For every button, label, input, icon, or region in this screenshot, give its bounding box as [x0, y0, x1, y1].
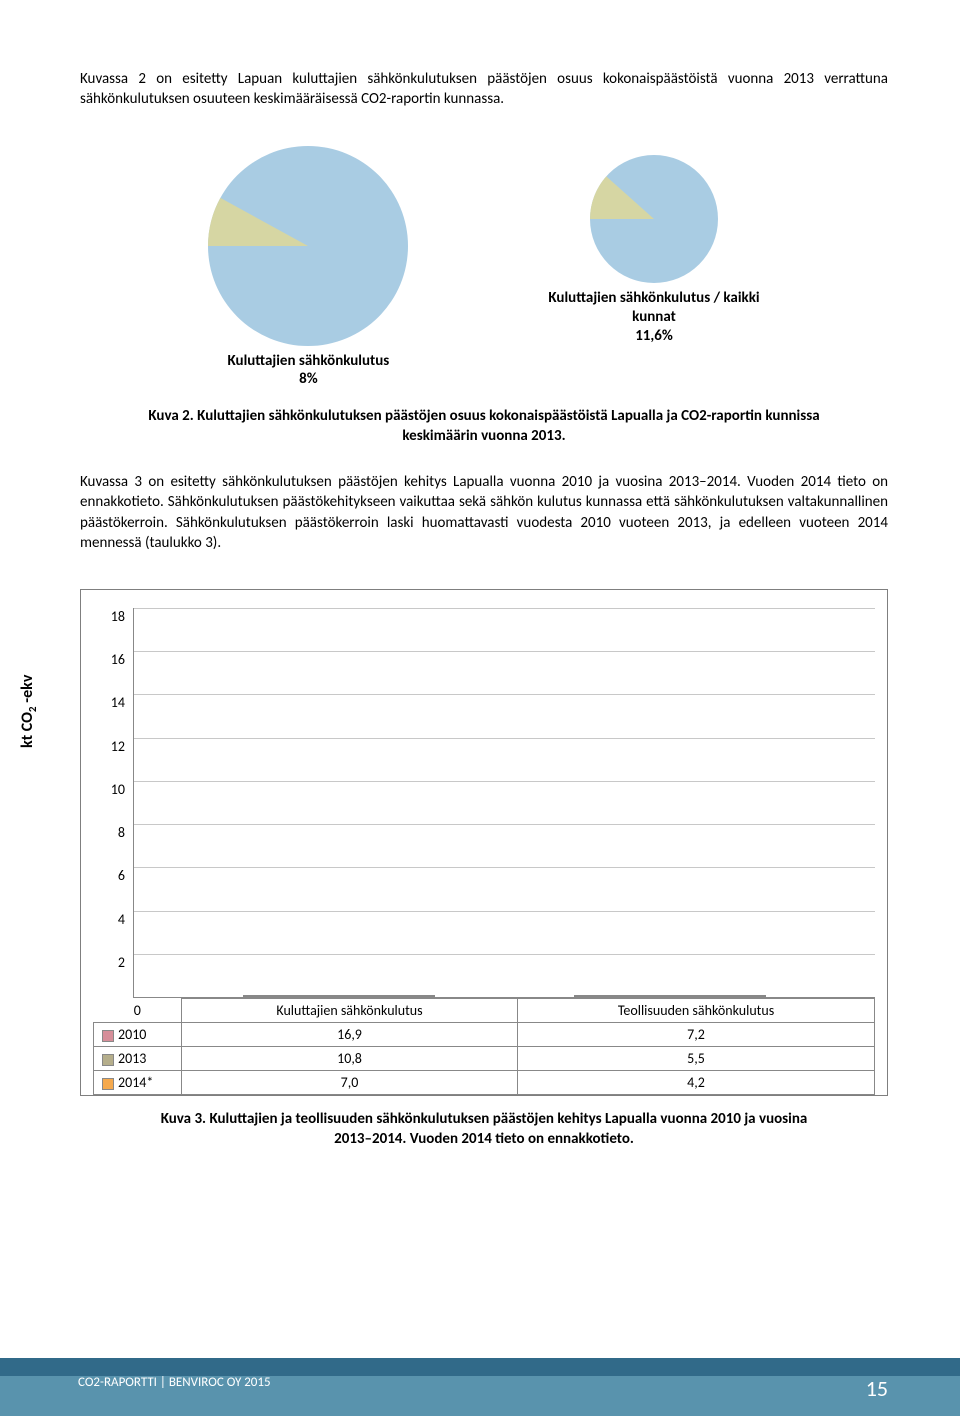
- y-tick: 14: [111, 694, 125, 711]
- y-axis-ticks: 18 16 14 12 10 8 6 4 2: [93, 608, 133, 998]
- row-label: 2013: [94, 1047, 182, 1071]
- data-table: 0 Kuluttajien sähkönkulutus Teollisuuden…: [93, 998, 875, 1095]
- footer-text: CO2-RAPORTTI | BENVIROC OY 2015: [78, 1375, 271, 1402]
- row-label: 2010: [94, 1023, 182, 1047]
- legend-swatch: [102, 1054, 114, 1066]
- cat-2: Teollisuuden sähkönkulutus: [518, 999, 875, 1023]
- bar: [371, 995, 435, 997]
- intro-paragraph-2: Kuvassa 3 on esitetty sähkönkulutuksen p…: [80, 472, 888, 553]
- pie-right-label-l3: 11,6%: [635, 327, 673, 345]
- bar: [574, 995, 638, 997]
- pie-left-svg: [208, 146, 408, 346]
- legend-swatch: [102, 1078, 114, 1090]
- bar: [702, 995, 766, 997]
- data-cell: 5,5: [518, 1047, 875, 1071]
- pie-charts-row: Kuluttajien sähkönkulutus 8% Kuluttajien…: [80, 146, 888, 390]
- pie-right-label-l2: kunnat: [632, 308, 676, 326]
- data-cell: 7,0: [182, 1071, 518, 1095]
- data-cell: 10,8: [182, 1047, 518, 1071]
- bar: [307, 995, 371, 997]
- data-cell: 7,2: [518, 1023, 875, 1047]
- caption-2-line2: keskimäärin vuonna 2013.: [402, 427, 565, 445]
- bar-chart: 18 16 14 12 10 8 6 4 2 0 Kuluttajien sähkönkulut…: [80, 589, 888, 1096]
- cat-1: Kuluttajien sähkönkulutus: [182, 999, 518, 1023]
- pie-right-label-l1: Kuluttajien sähkönkulutus / kaikki: [548, 289, 759, 307]
- pie-left: Kuluttajien sähkönkulutus 8%: [208, 146, 408, 390]
- pie-right: Kuluttajien sähkönkulutus / kaikki kunna…: [548, 146, 759, 346]
- y-axis-label: kt CO2 -ekv: [18, 675, 40, 748]
- data-cell: 16,9: [182, 1023, 518, 1047]
- row-label: 2014*: [94, 1071, 182, 1095]
- caption-3-line2: 2013–2014. Vuoden 2014 tieto on ennakkot…: [334, 1130, 634, 1148]
- y-tick: 16: [111, 651, 125, 668]
- footer: CO2-RAPORTTI | BENVIROC OY 2015 15: [0, 1338, 960, 1416]
- caption-figure-3: Kuva 3. Kuluttajien ja teollisuuden sähk…: [80, 1110, 888, 1149]
- y-tick: 4: [118, 911, 125, 928]
- caption-figure-2: Kuva 2. Kuluttajien sähkönkulutuksen pää…: [80, 407, 888, 446]
- y-tick: 6: [118, 867, 125, 884]
- bar-group: [243, 995, 435, 997]
- pie-right-label: Kuluttajien sähkönkulutus / kaikki kunna…: [548, 289, 759, 345]
- y-tick: 8: [118, 824, 125, 841]
- y-tick: 18: [111, 608, 125, 625]
- pie-right-svg: [590, 155, 718, 283]
- legend-swatch: [102, 1030, 114, 1042]
- zero-label: 0: [94, 999, 182, 1023]
- pie-left-label-l2: 8%: [299, 370, 318, 388]
- bar: [638, 995, 702, 997]
- bar: [243, 995, 307, 997]
- pie-left-label-l1: Kuluttajien sähkönkulutus: [227, 352, 389, 370]
- bar-group: [574, 995, 766, 997]
- intro-paragraph-1: Kuvassa 2 on esitetty Lapuan kuluttajien…: [80, 69, 888, 110]
- y-tick: 2: [118, 954, 125, 971]
- y-tick: 12: [111, 738, 125, 755]
- bars-region: [133, 608, 875, 998]
- pie-left-label: Kuluttajien sähkönkulutus 8%: [227, 352, 389, 390]
- y-tick: 10: [111, 781, 125, 798]
- data-cell: 4,2: [518, 1071, 875, 1095]
- footer-page-number: 15: [866, 1375, 888, 1402]
- caption-2-line1: Kuva 2. Kuluttajien sähkönkulutuksen pää…: [148, 407, 819, 425]
- caption-3-line1: Kuva 3. Kuluttajien ja teollisuuden sähk…: [161, 1110, 808, 1128]
